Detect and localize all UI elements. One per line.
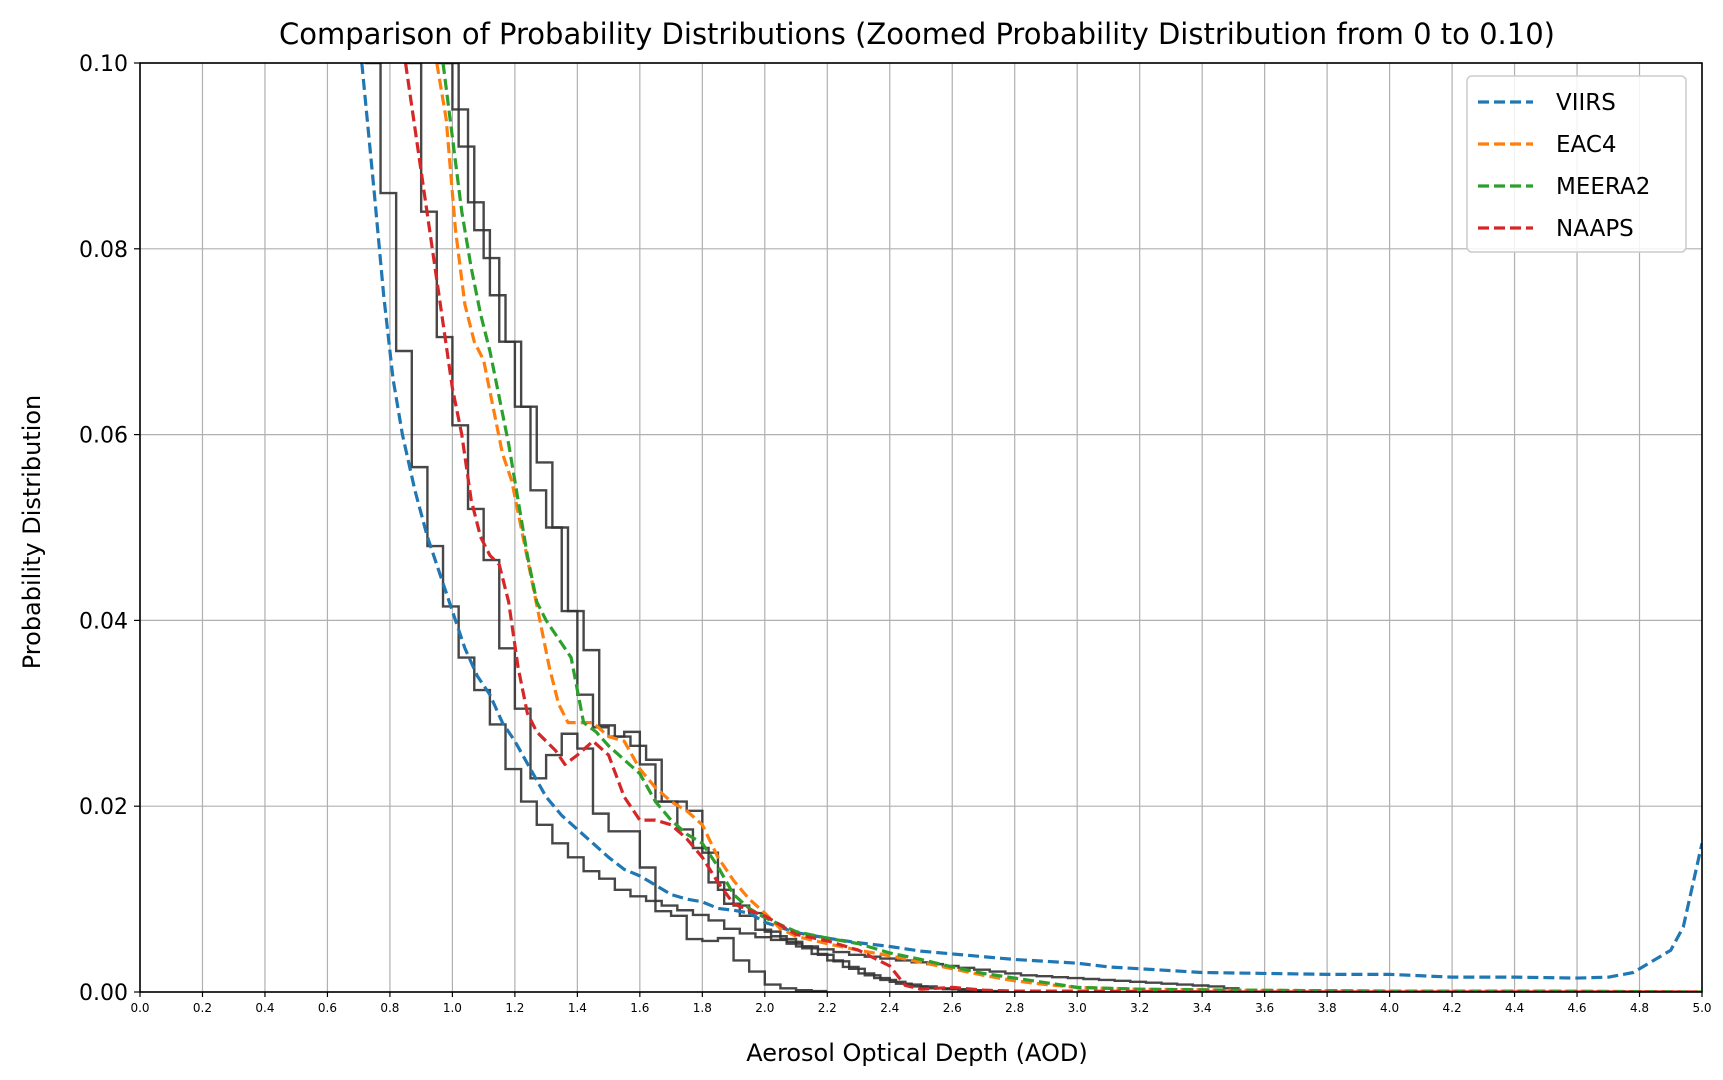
y-tick-label: 0.02 [79,795,128,820]
x-tick-label: 0.4 [255,1001,274,1015]
y-axis-label: Probability Distribution [18,395,46,670]
x-tick-label: 2.6 [943,1001,962,1015]
x-tick-label: 3.6 [1255,1001,1274,1015]
x-tick-label: 0.2 [193,1001,212,1015]
x-tick-label: 5.0 [1692,1001,1711,1015]
x-tick-label: 4.2 [1443,1001,1462,1015]
x-tick-label: 4.4 [1505,1001,1524,1015]
y-tick-label: 0.00 [79,981,128,1006]
grid-layer [139,62,1703,993]
x-tick-label: 1.0 [443,1001,462,1015]
legend-label: VIIRS [1556,90,1616,116]
y-tick-label: 0.04 [79,609,128,634]
x-tick-label: 4.6 [1567,1001,1586,1015]
series-line-eac4 [435,63,1702,992]
x-axis-label: Aerosol Optical Depth (AOD) [746,1039,1088,1067]
x-tick-label: 3.8 [1318,1001,1337,1015]
legend-box [1466,75,1687,253]
series-line-naaps [403,63,1702,992]
x-tick-label: 3.4 [1193,1001,1212,1015]
histogram-step-3 [405,63,828,992]
legend-label: MEERA2 [1556,174,1650,200]
x-tick-label: 1.2 [505,1001,524,1015]
series-line-meera2 [441,63,1702,992]
x-tick-label: 1.4 [568,1001,587,1015]
x-tick-label: 3.0 [1068,1001,1087,1015]
x-tick-label: 1.6 [630,1001,649,1015]
y-tick-label: 0.06 [79,424,128,449]
chart-title: Comparison of Probability Distributions … [279,17,1555,51]
x-tick-label: 2.0 [755,1001,774,1015]
legend-label: NAAPS [1556,216,1634,242]
legend-label: EAC4 [1556,132,1617,158]
series-line-viirs [360,63,1702,980]
tick-layer: 0.0 0.2 0.4 0.6 0.8 1.0 1.2 1.4 1.6 1.8 2.0 2.2 2.4 2… [79,52,1712,1015]
x-tick-label: 1.8 [693,1001,712,1015]
x-tick-label: 2.8 [1005,1001,1024,1015]
x-tick-label: 2.2 [818,1001,837,1015]
x-tick-label: 4.8 [1630,1001,1649,1015]
x-tick-label: 0.0 [130,1001,149,1015]
x-tick-label: 0.8 [380,1001,399,1015]
y-tick-label: 0.10 [79,52,128,77]
plot-frame [139,62,1703,993]
x-tick-label: 4.0 [1380,1001,1399,1015]
x-tick-label: 2.4 [880,1001,899,1015]
x-tick-label: 0.6 [318,1001,337,1015]
series-layer [360,63,1702,992]
x-tick-label: 3.2 [1130,1001,1149,1015]
legend: VIIRS EAC4 MEERA2 NAAPS [1466,75,1687,253]
y-tick-label: 0.08 [79,238,128,263]
